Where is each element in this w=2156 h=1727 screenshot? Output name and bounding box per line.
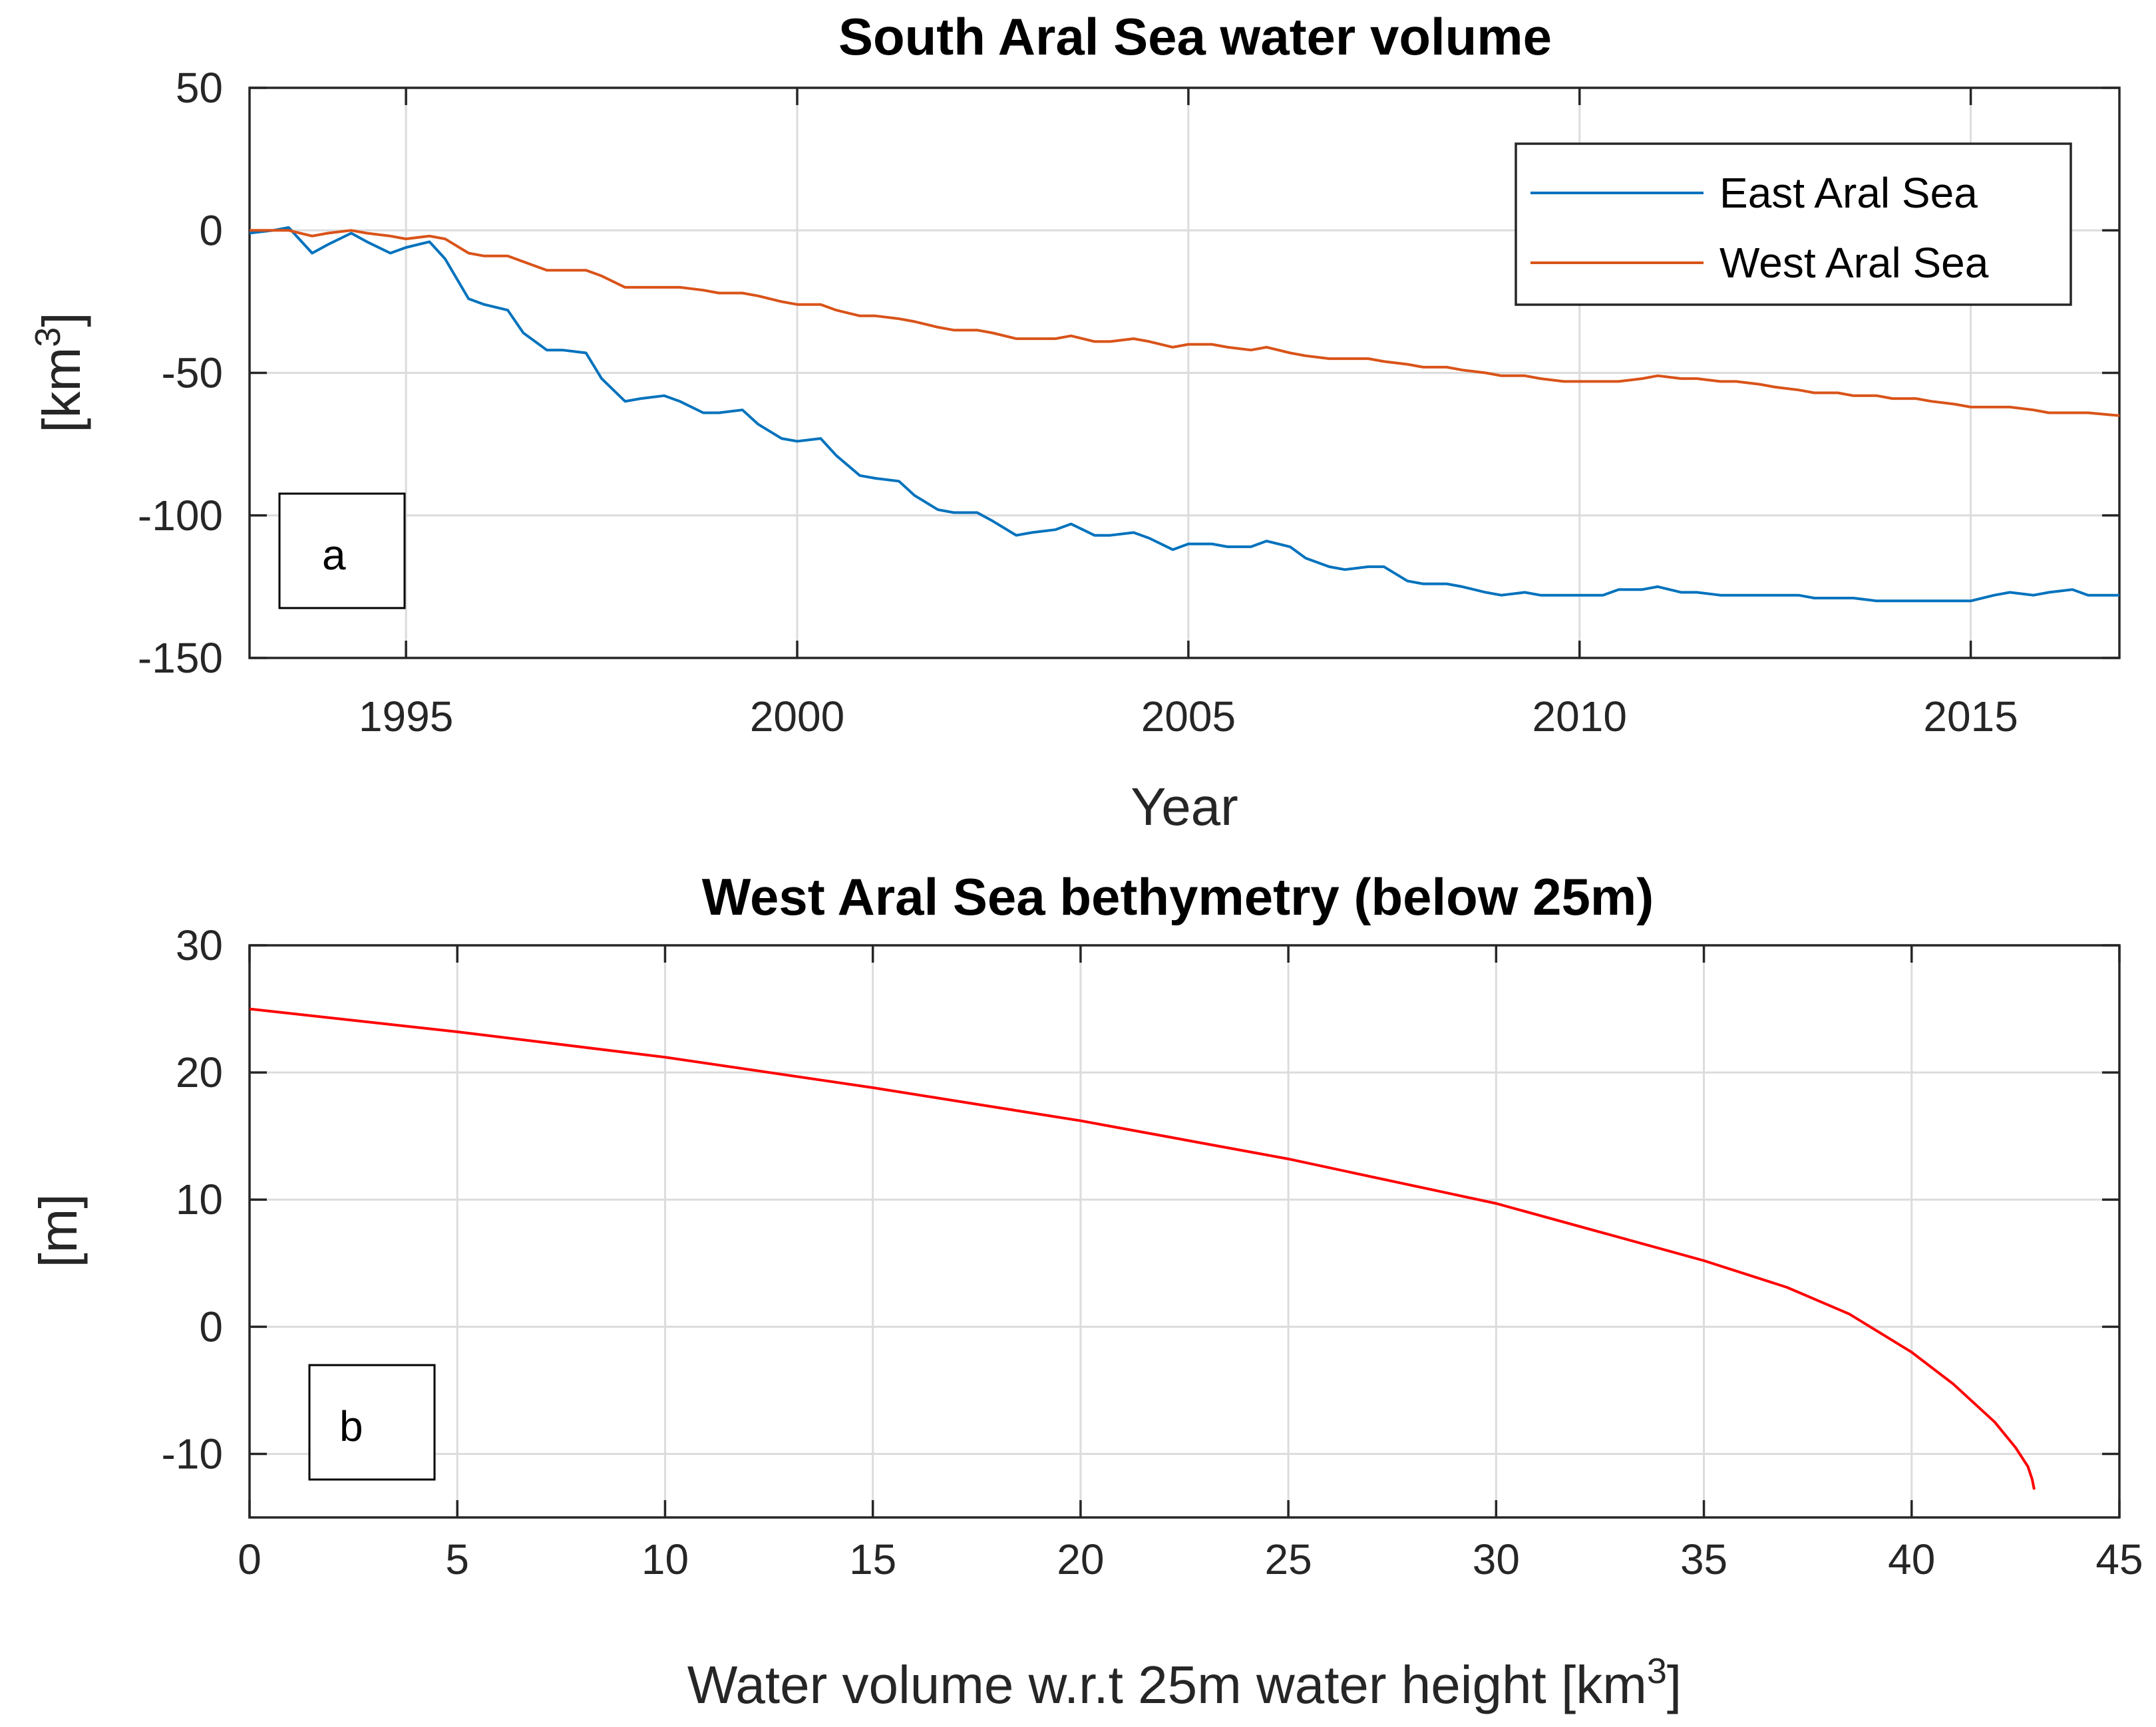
- chart-b-panel-label: b: [339, 1402, 363, 1450]
- chart-a-x-tick-label: 1995: [359, 693, 453, 740]
- chart-a-x-tick-label: 2005: [1141, 693, 1236, 740]
- chart-a-y-axis-label: [km3]: [28, 312, 91, 432]
- chart-a-y-tick-label: 0: [199, 206, 223, 254]
- chart-b-ticks: [248, 944, 2121, 1517]
- chart-b-y-tick-label: 0: [199, 1303, 223, 1350]
- chart-b-y-tick-labels: -10 0 10 20 30: [162, 921, 224, 1478]
- chart-b-y-tick-label: 30: [176, 921, 223, 969]
- chart-a-series: [249, 226, 2120, 603]
- chart-b-series: [249, 1007, 2036, 1490]
- chart-b-panel-label-box: [308, 1364, 436, 1481]
- chart-a-title: South Aral Sea water volume: [838, 7, 1552, 66]
- legend-box: [1515, 142, 2072, 306]
- chart-b-x-tick-labels: 0 5 10 15 20 25 30 35 40 45: [238, 1535, 2143, 1583]
- chart-b-x-tick-label: 45: [2095, 1535, 2143, 1583]
- chart-a-y-axis-label-close: ]: [32, 312, 91, 327]
- chart-b-x-tick-label: 10: [641, 1535, 689, 1583]
- chart-b-x-tick-label: 25: [1265, 1535, 1312, 1583]
- series-line-west-aral-sea-bathymetry: [249, 1007, 2036, 1490]
- chart-b-x-tick-label: 15: [849, 1535, 896, 1583]
- chart-a-y-axis-label-sup: 3: [28, 327, 68, 347]
- chart-b-x-tick-label: 0: [238, 1535, 262, 1583]
- chart-a-x-axis-label: Year: [1131, 777, 1238, 836]
- chart-b-y-axis-label: [m]: [29, 1193, 88, 1267]
- chart-b-x-axis-label-close: ]: [1667, 1655, 1682, 1714]
- series-line-west-aral-sea: [250, 229, 2120, 417]
- chart-b-x-axis-label-sup: 3: [1647, 1651, 1667, 1691]
- chart-a-y-tick-label: -50: [162, 349, 224, 397]
- chart-b-x-tick-label: 30: [1473, 1535, 1520, 1583]
- chart-a-x-tick-labels: 1995 2000 2005 2010 2015: [359, 693, 2018, 740]
- chart-a-x-tick-label: 2015: [1923, 693, 2018, 740]
- chart-panel-a: South Aral Sea water volume 1995 2000 2005…: [28, 7, 2121, 836]
- chart-a-panel-label-box: [278, 492, 406, 609]
- chart-b-x-axis-label: Water volume w.r.t 25m water height [km3…: [687, 1651, 1682, 1714]
- chart-b-grid: [248, 944, 2121, 1517]
- chart-b-x-tick-label: 35: [1680, 1535, 1727, 1583]
- chart-a-y-tick-label: -150: [138, 634, 223, 682]
- chart-a-x-tick-label: 2010: [1532, 693, 1627, 740]
- legend-label-west-aral-sea: West Aral Sea: [1719, 239, 1989, 287]
- chart-b-y-tick-label: -10: [162, 1430, 224, 1478]
- chart-a-ticks: [250, 86, 2119, 659]
- chart-b-x-axis-label-base: Water volume w.r.t 25m water height [km: [687, 1655, 1647, 1714]
- chart-a-y-tick-labels: -150 -100 -50 0 50: [138, 64, 223, 682]
- chart-a-panel-label: a: [322, 531, 346, 579]
- chart-a-legend: East Aral Sea West Aral Sea: [1515, 142, 2072, 306]
- chart-a-x-tick-label: 2000: [750, 693, 844, 740]
- series-line-east-aral-sea: [249, 226, 2119, 603]
- chart-b-x-tick-label: 20: [1057, 1535, 1104, 1583]
- chart-a-y-tick-label: 50: [176, 64, 223, 112]
- chart-b-x-tick-label: 40: [1888, 1535, 1935, 1583]
- chart-panel-b: West Aral Sea bethymetry (below 25m) 0 5 1…: [29, 867, 2143, 1714]
- chart-b-x-tick-label: 5: [445, 1535, 469, 1583]
- legend-label-east-aral-sea: East Aral Sea: [1719, 169, 1978, 217]
- chart-b-y-tick-label: 20: [176, 1048, 223, 1096]
- chart-b-y-tick-label: 10: [176, 1176, 223, 1223]
- chart-b-frame: [248, 944, 2121, 1519]
- chart-b-title: West Aral Sea bethymetry (below 25m): [702, 867, 1654, 926]
- chart-a-y-axis-label-base: [km: [32, 347, 91, 433]
- chart-a-y-tick-label: -100: [138, 492, 223, 540]
